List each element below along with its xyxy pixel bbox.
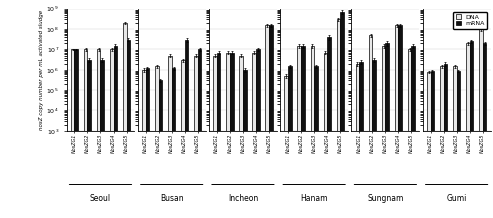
Bar	[198, 49, 202, 218]
Bar	[127, 40, 130, 218]
Bar	[269, 26, 273, 218]
Bar	[470, 41, 473, 218]
Bar	[430, 71, 434, 218]
Bar	[74, 49, 78, 218]
Bar	[372, 60, 376, 218]
Bar	[168, 56, 172, 218]
Bar	[239, 56, 243, 218]
Bar	[87, 60, 91, 218]
Bar	[427, 72, 430, 218]
Bar	[284, 76, 288, 218]
Bar	[297, 46, 301, 218]
Text: Sungnam: Sungnam	[367, 194, 404, 203]
Bar	[159, 80, 162, 218]
Text: Hanam: Hanam	[300, 194, 328, 203]
Y-axis label: nosZ copy number per mL activated sludge: nosZ copy number per mL activated sludge	[38, 10, 44, 130]
Text: Seoul: Seoul	[90, 194, 111, 203]
Bar	[440, 66, 444, 218]
Bar	[359, 62, 363, 218]
Bar	[226, 53, 230, 218]
Bar	[265, 26, 269, 218]
Bar	[466, 43, 470, 218]
Text: Gumi: Gumi	[447, 194, 467, 203]
Bar	[453, 66, 457, 218]
Text: Busan: Busan	[160, 194, 183, 203]
Bar	[213, 56, 217, 218]
Bar	[256, 49, 260, 218]
Bar	[101, 60, 104, 218]
Bar	[217, 53, 220, 218]
Bar	[252, 53, 256, 218]
Bar	[323, 53, 327, 218]
Bar	[172, 68, 176, 218]
Bar	[97, 49, 101, 218]
Bar	[386, 43, 389, 218]
Bar	[288, 66, 292, 218]
Bar	[123, 23, 127, 218]
Bar	[185, 40, 188, 218]
Bar	[155, 66, 159, 218]
Bar	[408, 49, 412, 218]
Bar	[230, 53, 234, 218]
Bar	[483, 43, 487, 218]
Bar	[479, 29, 483, 218]
Bar	[301, 46, 305, 218]
Bar	[70, 49, 74, 218]
Bar	[327, 37, 331, 218]
Bar	[181, 60, 185, 218]
Bar	[110, 49, 113, 218]
Bar	[355, 64, 359, 218]
Bar	[314, 66, 318, 218]
Bar	[369, 35, 372, 218]
Text: Incheon: Incheon	[228, 194, 258, 203]
Bar	[395, 26, 398, 218]
Bar	[243, 70, 246, 218]
Bar	[113, 46, 117, 218]
Bar	[457, 71, 460, 218]
Bar	[194, 56, 198, 218]
Bar	[398, 26, 402, 218]
Legend: DNA, mRNA: DNA, mRNA	[453, 12, 488, 29]
Bar	[444, 64, 447, 218]
Bar	[340, 12, 344, 218]
Bar	[412, 46, 415, 218]
Bar	[311, 46, 314, 218]
Bar	[382, 46, 386, 218]
Bar	[84, 49, 87, 218]
Bar	[145, 68, 149, 218]
Bar	[337, 19, 340, 218]
Bar	[142, 70, 145, 218]
